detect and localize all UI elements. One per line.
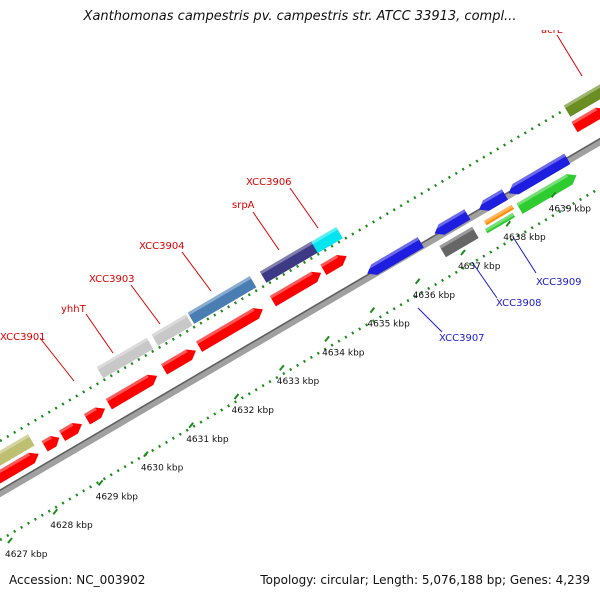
- leader-line-xcc3904: [181, 251, 212, 292]
- gene-block-xcc3901[interactable]: [0, 434, 35, 466]
- backbone-layer: [0, 137, 600, 498]
- kbp-tick-label: 4639 kbp: [549, 204, 592, 214]
- gene-arrow-srpa[interactable]: [269, 268, 324, 307]
- gene-label-xcc3901[interactable]: XCC3901: [0, 332, 46, 343]
- outer-dotted-track: [0, 87, 600, 443]
- leader-line-xcc3908: [471, 261, 498, 299]
- kbp-tick-label: 4634 kbp: [322, 348, 365, 358]
- kbp-tick-mark: [460, 249, 466, 256]
- gene-label-layer: XCC3901 yhhT XCC3903 XCC3904 srpA XCC390…: [0, 25, 583, 382]
- gene-arrow-yhht[interactable]: [105, 371, 160, 410]
- gene-block-green-small[interactable]: [484, 212, 516, 234]
- gene-block-xcc3903[interactable]: [151, 314, 193, 346]
- backbone-edge: [0, 137, 600, 492]
- kbp-tick-layer: 4627 kbp 4628 kbp 4629 kbp 4630 kbp 4631 kbp…: [5, 191, 592, 560]
- gene-arrow-red-1[interactable]: [0, 449, 42, 484]
- kbp-tick-mark: [7, 537, 13, 544]
- map-canvas: XCC3901 yhhT XCC3903 XCC3904 srpA XCC390…: [0, 25, 600, 560]
- kbp-tick-mark: [233, 393, 240, 400]
- kbp-tick-label: 4636 kbp: [413, 291, 456, 301]
- accession-text: Accession: NC_003902: [9, 573, 146, 587]
- gene-block-xcc3904[interactable]: [187, 276, 257, 324]
- kbp-tick-mark: [52, 508, 59, 515]
- gene-arrow-xcc3908-b[interactable]: [476, 189, 508, 215]
- kbp-tick-mark: [279, 364, 285, 371]
- gene-label-xcc3903[interactable]: XCC3903: [89, 274, 135, 285]
- gene-block-acre[interactable]: [563, 83, 600, 117]
- map-title: Xanthomonas campestris pv. campestris st…: [83, 9, 517, 24]
- gene-arrow-xcc3908-a[interactable]: [431, 209, 471, 239]
- kbp-tick-label: 4638 kbp: [503, 233, 546, 243]
- kbp-tick-label: 4632 kbp: [232, 406, 275, 416]
- gene-arrow-xcc3906[interactable]: [320, 251, 349, 276]
- leader-line-xcc3903: [130, 284, 161, 325]
- gene-block-yhht[interactable]: [96, 337, 154, 379]
- kbp-tick-mark: [324, 335, 330, 343]
- gene-label-acre[interactable]: acrE: [541, 25, 563, 36]
- kbp-tick-label: 4635 kbp: [367, 320, 410, 330]
- genome-summary-text: Topology: circular; Length: 5,076,188 bp…: [260, 573, 590, 587]
- gene-arrow-red-2[interactable]: [41, 433, 63, 452]
- gene-label-xcc3907[interactable]: XCC3907: [439, 333, 485, 344]
- kbp-tick-label: 4633 kbp: [277, 377, 320, 387]
- kbp-tick-mark: [505, 220, 512, 227]
- kbp-tick-label: 4629 kbp: [96, 492, 139, 502]
- kbp-tick-mark: [414, 278, 421, 285]
- kbp-tick-mark: [550, 191, 557, 199]
- leader-line-xcc3906: [289, 187, 319, 229]
- kbp-tick-mark: [188, 422, 194, 429]
- kbp-tick-mark: [369, 306, 376, 314]
- gene-arrow-xcc3909-green[interactable]: [516, 170, 580, 214]
- leader-line-xcc3907: [417, 307, 443, 333]
- leader-line-xcc3901: [39, 337, 75, 382]
- feature-layer: [0, 83, 600, 484]
- gene-arrow-red-4[interactable]: [83, 404, 108, 425]
- kbp-tick-label: 4628 kbp: [50, 521, 93, 531]
- gene-arrow-red-3[interactable]: [59, 419, 85, 441]
- gene-arrow-acre-red[interactable]: [571, 104, 600, 133]
- leader-line-srpa: [252, 211, 280, 251]
- kbp-tick-mark: [143, 450, 149, 458]
- gene-label-xcc3909[interactable]: XCC3909: [536, 277, 582, 288]
- gene-block-srpa[interactable]: [259, 241, 319, 283]
- gene-label-xcc3908[interactable]: XCC3908: [496, 298, 542, 309]
- gene-arrow-xcc3904[interactable]: [196, 304, 266, 352]
- gene-block-xcc3908[interactable]: [439, 226, 479, 258]
- kbp-tick-label: 4637 kbp: [458, 262, 501, 272]
- gene-label-xcc3904[interactable]: XCC3904: [139, 241, 185, 252]
- gene-label-yhht[interactable]: yhhT: [61, 304, 87, 315]
- leader-line-yhht: [85, 313, 114, 354]
- kbp-tick-label: 4627 kbp: [5, 550, 48, 560]
- gene-arrow-xcc3903[interactable]: [161, 345, 199, 375]
- gene-block-orange[interactable]: [483, 204, 515, 226]
- kbp-tick-label: 4631 kbp: [186, 435, 229, 445]
- gene-label-srpa[interactable]: srpA: [232, 200, 255, 211]
- kbp-tick-label: 4630 kbp: [141, 464, 184, 474]
- gene-block-xcc3906[interactable]: [311, 227, 343, 253]
- gene-arrow-xcc3909-a[interactable]: [505, 153, 571, 199]
- gene-label-xcc3906[interactable]: XCC3906: [246, 177, 292, 188]
- kbp-tick-mark: [97, 479, 104, 487]
- leader-line-acre: [556, 34, 583, 77]
- gene-arrow-xcc3907[interactable]: [364, 237, 424, 279]
- leader-line-xcc3909: [512, 236, 537, 274]
